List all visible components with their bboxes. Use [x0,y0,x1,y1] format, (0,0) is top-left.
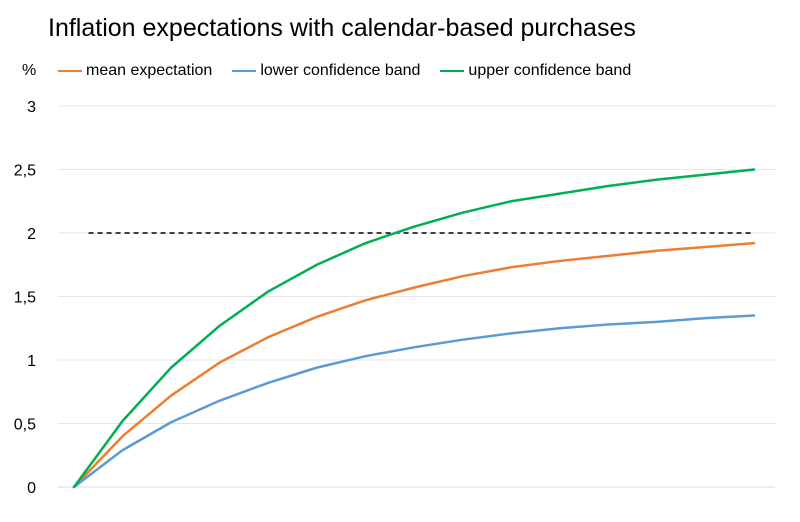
legend-item-lower: lower confidence band [232,62,420,80]
legend-swatch-mean [58,70,82,72]
legend-swatch-lower [232,70,257,72]
legend-label-lower: lower confidence band [260,62,421,79]
y-tick-label: 1 [27,353,36,370]
y-tick-label: 1,5 [14,290,36,307]
y-tick-label: 0 [27,480,36,497]
series-line-upper [72,168,756,489]
y-tick-label: 0,5 [14,417,36,434]
y-tick-label: 3 [27,99,36,116]
legend-swatch-upper [440,70,465,72]
series-line-lower [72,314,756,489]
legend-item-mean: mean expectation [58,62,212,80]
y-tick-label: 2 [27,226,36,243]
y-axis-unit: % [22,62,37,79]
chart-legend: mean expectation lower confidence band u… [58,62,651,80]
chart-title: Inflation expectations with calendar-bas… [48,14,636,42]
legend-label-upper: upper confidence band [468,62,632,79]
legend-item-upper: upper confidence band [440,62,631,80]
legend-label-mean: mean expectation [86,62,213,79]
y-tick-label: 2,5 [14,163,36,180]
series-line-mean [72,241,756,489]
